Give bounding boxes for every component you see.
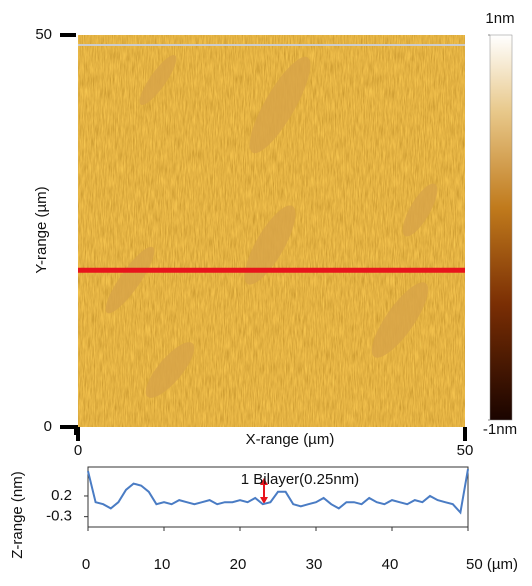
profile-line — [87, 468, 469, 515]
y-tick-label: 0 — [44, 418, 52, 435]
y-tick-label: -0.3 — [46, 508, 72, 525]
x-tick-label: 20 — [230, 556, 247, 573]
x-tick-label: 50 — [457, 442, 474, 459]
annotation-arrowheads — [260, 478, 268, 504]
x-tick-label: 40 — [382, 556, 399, 573]
islands — [105, 55, 438, 398]
colorbar-label: -1nm — [483, 421, 517, 438]
y-tick-label: 50 — [35, 26, 52, 43]
x-tick-label: 50 (µm) — [466, 556, 518, 573]
colorbar — [489, 34, 513, 421]
annotation: 1 Bilayer(0.25nm) — [241, 471, 359, 488]
y-axis-label: Y-range (µm) — [33, 186, 50, 273]
colorbar-label: 1nm — [485, 10, 514, 27]
x-tick-label: 0 — [74, 442, 82, 459]
afm-image — [78, 35, 465, 427]
y-axis-label: Z-range (nm) — [9, 471, 26, 559]
x-tick-label: 0 — [82, 556, 90, 573]
x-tick-label: 10 — [154, 556, 171, 573]
y-tick-label: 0.2 — [51, 487, 72, 504]
plot-frame — [87, 466, 469, 528]
x-tick-label: 30 — [306, 556, 323, 573]
x-axis-label: X-range (µm) — [246, 431, 335, 448]
